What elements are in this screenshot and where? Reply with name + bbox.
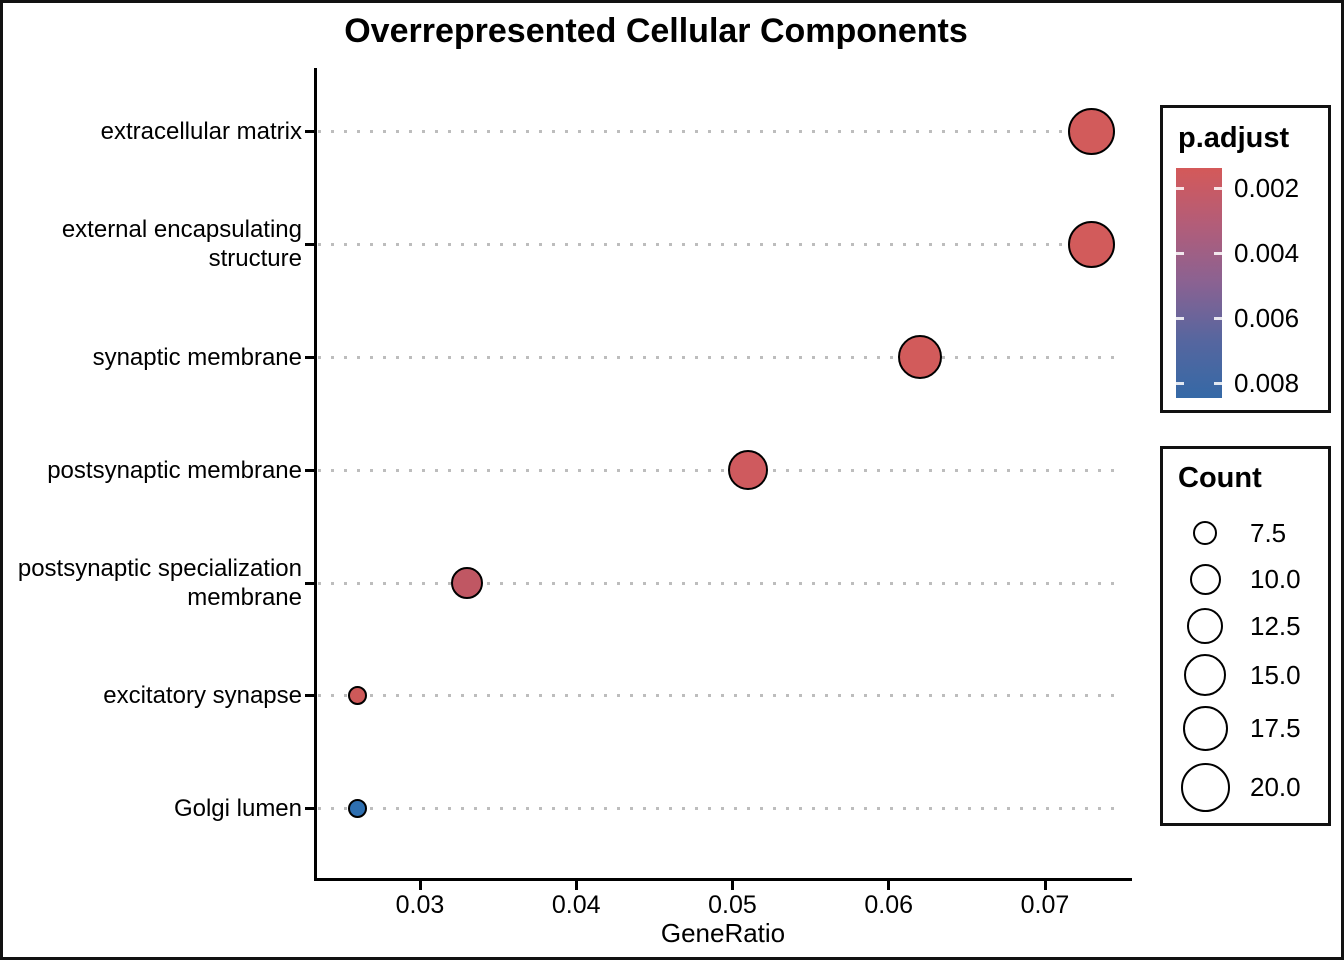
count-legend-label: 10.0 [1250,563,1301,594]
count-legend-label: 12.5 [1250,610,1301,641]
colorbar-tick [1214,317,1222,320]
x-axis-tick-label: 0.06 [864,890,914,919]
colorbar-tick-label: 0.002 [1234,173,1300,203]
x-axis-tick [1043,881,1047,890]
x-axis-tick-label: 0.07 [1020,890,1070,919]
x-axis-title: GeneRatio [660,918,786,948]
gridline [318,693,1122,697]
data-point [348,685,367,705]
colorbar-tick [1214,252,1222,255]
data-point [450,567,483,599]
count-legend-circle [1193,521,1217,545]
y-axis-label: excitatory synapse [103,681,302,709]
y-axis-tick [305,581,314,585]
y-axis-tick [305,129,314,133]
y-axis-label: external encapsulating structure [61,216,302,272]
y-axis-line [314,68,317,881]
x-axis-tick-label: 0.05 [708,890,757,919]
count-legend-circle [1180,762,1230,812]
count-legend-circle [1187,608,1223,644]
data-point [1068,220,1116,268]
chart-title: Overrepresented Cellular Components [344,12,968,50]
data-point [728,450,769,490]
colorbar-tick [1214,187,1222,190]
y-axis-label: postsynaptic membrane [47,456,302,484]
x-axis-tick-label: 0.04 [551,890,601,919]
x-axis-line [314,878,1132,881]
gridline [318,581,1122,585]
x-axis-tick [887,881,891,890]
colorbar-tick-label: 0.004 [1234,238,1300,268]
p-adjust-legend-title: p.adjust [1178,122,1290,154]
p-adjust-colorbar [1176,168,1222,398]
y-axis-tick [305,806,314,810]
count-legend-label: 17.5 [1250,712,1301,743]
y-axis-label: postsynaptic specialization membrane [17,555,302,611]
gridline [318,242,1122,246]
data-point [348,798,367,818]
y-axis-tick [305,693,314,697]
y-axis-label: synaptic membrane [92,343,302,371]
x-axis-tick [418,881,422,890]
y-axis-label: Golgi lumen [173,794,302,822]
count-legend-label: 20.0 [1250,771,1301,802]
y-axis-label: extracellular matrix [100,117,302,145]
count-legend-label: 7.5 [1250,517,1287,548]
y-axis-tick [305,355,314,359]
data-point [898,335,942,379]
count-legend-circle [1189,563,1221,595]
x-axis-tick [731,881,734,890]
count-legend-box [1160,446,1331,826]
x-axis-tick-label: 0.03 [395,890,445,919]
gridline [318,806,1122,810]
count-legend-circle [1184,654,1226,696]
count-legend-label: 15.0 [1250,659,1301,690]
y-axis-tick [305,242,314,246]
colorbar-tick [1176,382,1184,385]
y-axis-tick [305,468,314,472]
gridline [318,129,1122,133]
colorbar-tick [1176,317,1184,320]
count-legend-title: Count [1178,462,1262,494]
colorbar-tick-label: 0.008 [1234,368,1300,398]
colorbar-tick [1176,187,1184,190]
gridline [318,355,1122,359]
data-point [1068,107,1116,155]
colorbar-tick-label: 0.006 [1234,303,1300,333]
count-legend-circle [1182,705,1228,751]
gridline [318,468,1122,472]
colorbar-tick [1176,252,1184,255]
colorbar-tick [1214,382,1222,385]
x-axis-tick [574,881,578,890]
